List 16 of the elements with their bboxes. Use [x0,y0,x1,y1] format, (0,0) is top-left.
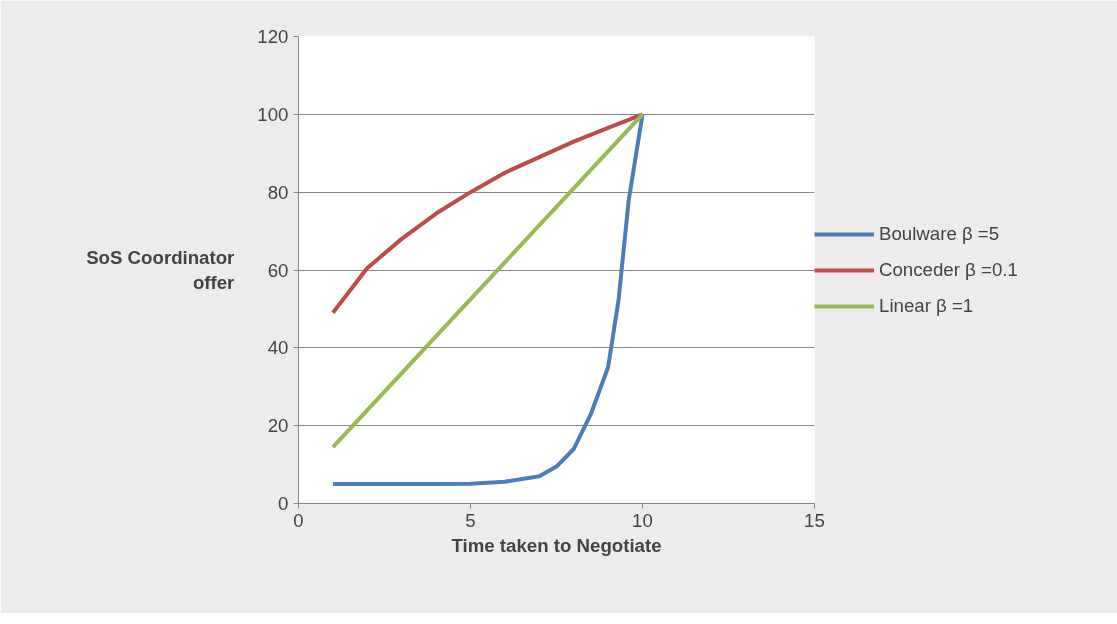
x-tick-label: 10 [632,509,653,531]
y-axis-title: SoS Coordinator offer [86,246,235,294]
x-axis-title: Time taken to Negotiate [451,534,662,556]
y-tick-label: 80 [267,181,289,203]
legend-label: Boulware β =5 [879,222,1000,245]
legend-label: Linear β =1 [879,294,974,317]
legend-label: Conceder β =0.1 [879,258,1018,281]
y-tick-label: 120 [257,26,289,47]
y-tick-label: 0 [278,493,289,514]
x-tick-label: 0 [293,509,304,531]
y-tick-label: 40 [267,337,289,359]
y-tick-label: 20 [267,415,289,437]
y-tick-label: 60 [267,259,289,281]
x-tick-label: 5 [465,509,476,531]
x-tick-label: 15 [804,509,825,531]
y-tick-label: 100 [257,103,289,125]
